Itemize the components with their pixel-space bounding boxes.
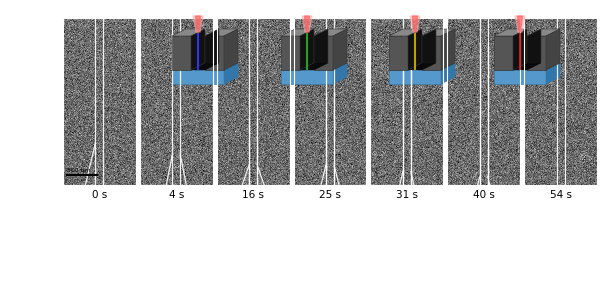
Text: 500 nm: 500 nm: [67, 168, 91, 173]
Polygon shape: [494, 63, 560, 70]
Text: 31 s: 31 s: [396, 190, 418, 200]
Polygon shape: [441, 63, 455, 84]
Polygon shape: [389, 29, 422, 36]
Text: 40 s: 40 s: [473, 190, 494, 200]
Polygon shape: [546, 29, 560, 70]
Polygon shape: [314, 29, 328, 70]
Bar: [217, 18, 290, 185]
Polygon shape: [172, 70, 224, 84]
Text: 4 s: 4 s: [169, 190, 184, 200]
Polygon shape: [410, 16, 420, 32]
Polygon shape: [441, 29, 455, 70]
Polygon shape: [172, 63, 238, 70]
Polygon shape: [281, 29, 314, 36]
Polygon shape: [314, 36, 333, 70]
Text: 25 s: 25 s: [319, 190, 341, 200]
Polygon shape: [494, 70, 546, 84]
Polygon shape: [527, 29, 560, 36]
Polygon shape: [172, 29, 205, 36]
Polygon shape: [300, 29, 314, 70]
Polygon shape: [408, 29, 422, 70]
Text: 16 s: 16 s: [242, 190, 264, 200]
Polygon shape: [196, 16, 200, 32]
Polygon shape: [305, 16, 310, 32]
Polygon shape: [224, 63, 238, 84]
Text: 0 s: 0 s: [92, 190, 107, 200]
Polygon shape: [527, 36, 546, 70]
Bar: [63, 18, 136, 185]
Polygon shape: [517, 16, 523, 32]
Polygon shape: [224, 29, 238, 70]
Bar: [293, 18, 367, 185]
Polygon shape: [281, 63, 347, 70]
Bar: [140, 18, 213, 185]
Polygon shape: [281, 36, 300, 70]
Polygon shape: [333, 63, 347, 84]
Bar: [447, 18, 520, 185]
Polygon shape: [205, 29, 219, 70]
Polygon shape: [422, 29, 436, 70]
Polygon shape: [422, 36, 441, 70]
Polygon shape: [172, 36, 191, 70]
Polygon shape: [333, 29, 347, 70]
Polygon shape: [389, 70, 441, 84]
Polygon shape: [191, 63, 219, 70]
Polygon shape: [191, 29, 205, 70]
Polygon shape: [302, 16, 312, 32]
Polygon shape: [193, 16, 203, 32]
Polygon shape: [389, 36, 408, 70]
Polygon shape: [281, 70, 333, 84]
Polygon shape: [413, 16, 418, 32]
Polygon shape: [546, 63, 560, 84]
Bar: [524, 18, 597, 185]
Polygon shape: [494, 29, 527, 36]
Polygon shape: [515, 16, 525, 32]
Polygon shape: [314, 29, 347, 36]
Polygon shape: [389, 63, 455, 70]
Polygon shape: [408, 63, 436, 70]
Polygon shape: [513, 63, 541, 70]
Polygon shape: [422, 29, 455, 36]
Polygon shape: [205, 29, 238, 36]
Polygon shape: [494, 36, 513, 70]
Polygon shape: [527, 29, 541, 70]
Bar: [370, 18, 443, 185]
Text: 54 s: 54 s: [550, 190, 572, 200]
Polygon shape: [205, 36, 224, 70]
Polygon shape: [513, 29, 527, 70]
Polygon shape: [300, 63, 328, 70]
